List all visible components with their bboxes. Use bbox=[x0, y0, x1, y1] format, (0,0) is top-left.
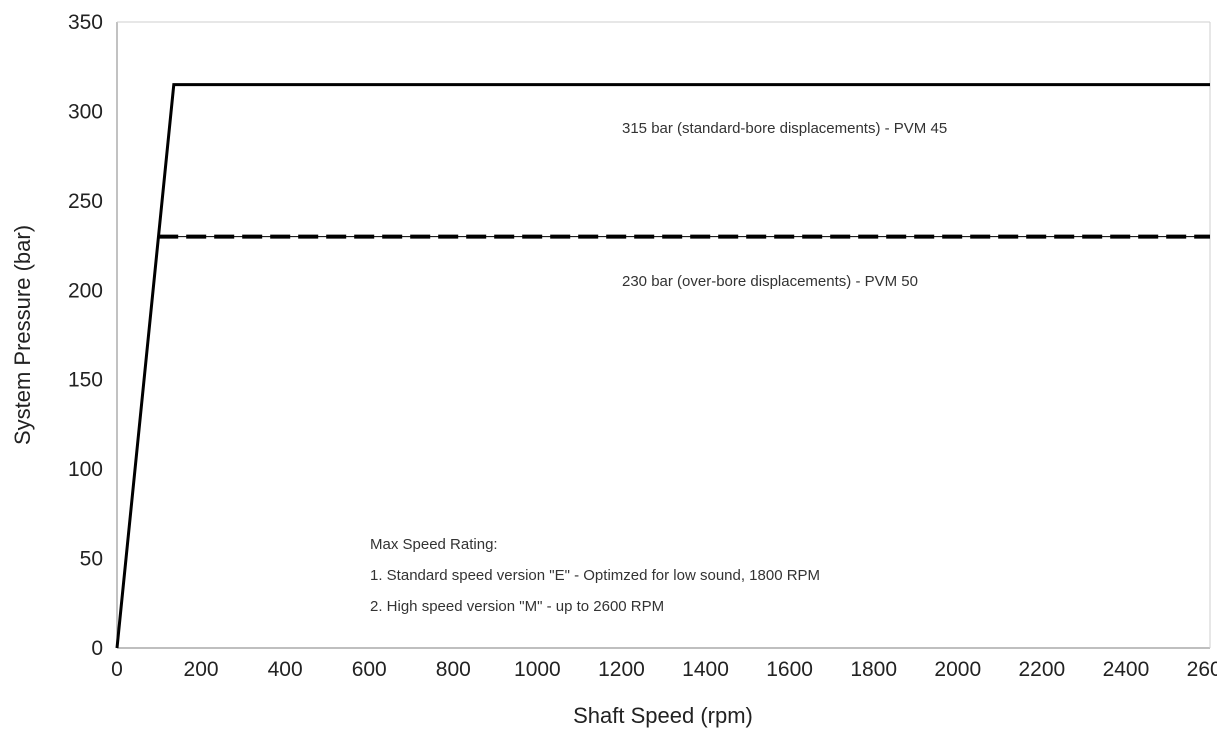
y-tick-labels: 0 50 100 150 200 250 300 350 bbox=[68, 11, 103, 660]
y-tick-label: 350 bbox=[68, 11, 103, 34]
series-layer bbox=[115, 83, 1210, 649]
x-tick-label: 400 bbox=[268, 658, 303, 681]
y-tick-label: 250 bbox=[68, 190, 103, 213]
annotation-315-bar: 315 bar (standard-bore displacements) - … bbox=[622, 120, 947, 137]
x-tick-label: 1400 bbox=[682, 658, 729, 681]
y-tick-label: 150 bbox=[68, 369, 103, 392]
x-tick-label: 800 bbox=[436, 658, 471, 681]
x-tick-label: 1600 bbox=[766, 658, 813, 681]
x-tick-label: 2200 bbox=[1018, 658, 1065, 681]
annotation-230-bar: 230 bar (over-bore displacements) - PVM … bbox=[622, 273, 918, 290]
x-tick-label: 1200 bbox=[598, 658, 645, 681]
x-tick-label: 1800 bbox=[850, 658, 897, 681]
x-tick-labels: 0 200 400 600 800 1000 1200 1400 1600 1800 2000 220… bbox=[111, 658, 1217, 681]
speed-note-line-1: 1. Standard speed version "E" - Optimzed… bbox=[370, 567, 820, 584]
y-axis-title: System Pressure (bar) bbox=[10, 225, 35, 445]
x-tick-label: 2000 bbox=[934, 658, 981, 681]
y-tick-label: 300 bbox=[68, 100, 103, 123]
y-tick-label: 100 bbox=[68, 458, 103, 481]
speed-note-line-2: 2. High speed version "M" - up to 2600 R… bbox=[370, 598, 664, 615]
x-tick-label: 2600 bbox=[1187, 658, 1217, 681]
x-tick-label: 2400 bbox=[1103, 658, 1150, 681]
x-tick-label: 1000 bbox=[514, 658, 561, 681]
speed-note-title: Max Speed Rating: bbox=[370, 536, 498, 553]
x-tick-label: 600 bbox=[352, 658, 387, 681]
y-tick-label: 0 bbox=[91, 637, 103, 660]
x-axis-title: Shaft Speed (rpm) bbox=[573, 703, 753, 728]
y-tick-label: 200 bbox=[68, 279, 103, 302]
x-tick-label: 200 bbox=[184, 658, 219, 681]
y-tick-label: 50 bbox=[80, 548, 103, 571]
series-315-bar-line bbox=[115, 83, 1210, 649]
x-tick-label: 0 bbox=[111, 658, 123, 681]
